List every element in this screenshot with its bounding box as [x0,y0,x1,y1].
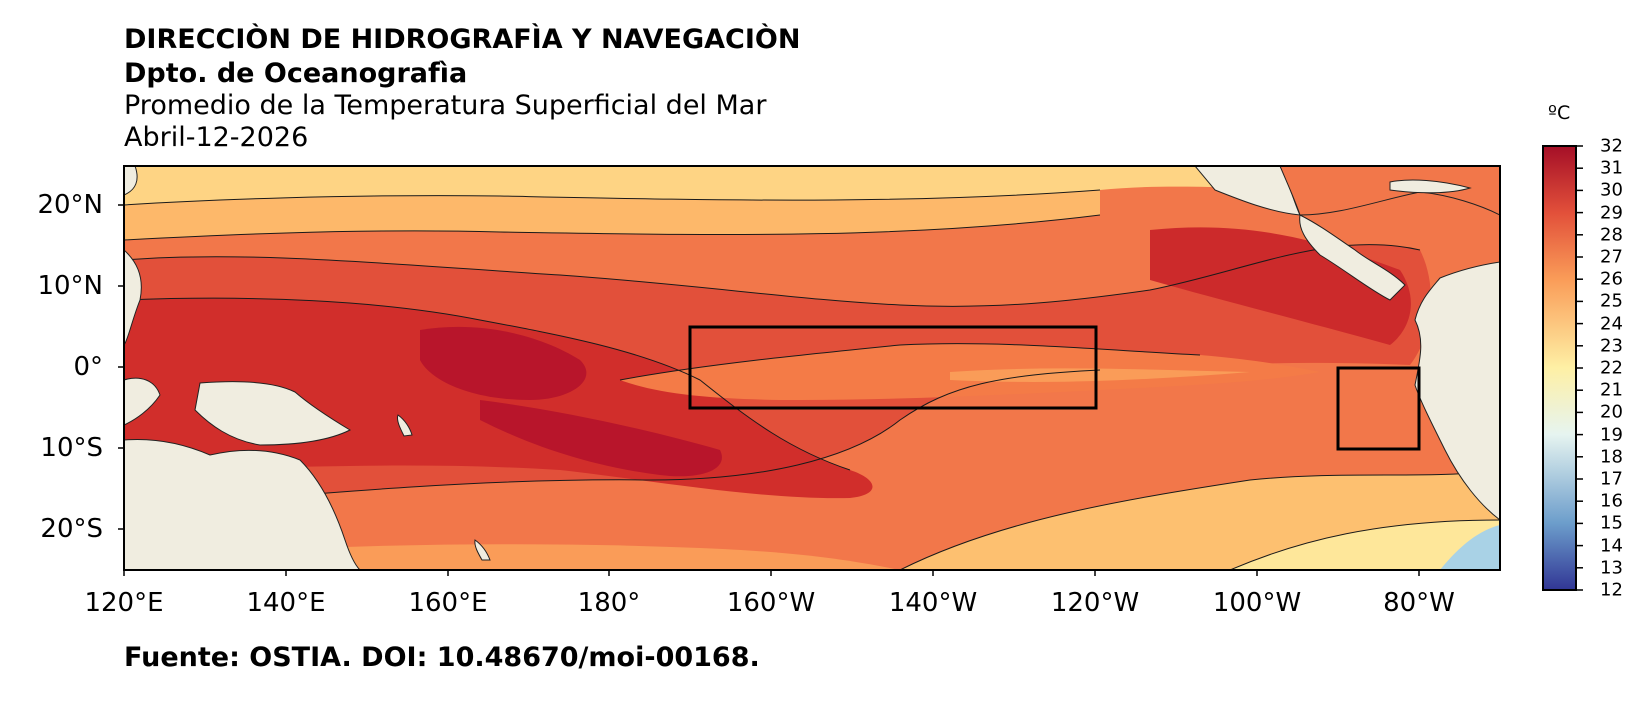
isotherm-26-south [899,469,1500,570]
colorbar-tick-27: 27 [1600,246,1623,268]
isotherm-30 [124,297,851,471]
lat-label-0: 0° [73,352,103,382]
lon-label-160w: 160°W [726,588,816,618]
colorbar-unit: ºC [1548,102,1571,124]
colorbar [1542,145,1583,591]
sst-field [124,166,1500,570]
source-footer: Fuente: OSTIA. DOI: 10.48670/moi-00168. [124,642,760,673]
colorbar-tick-23: 23 [1600,335,1623,357]
colorbar-ramp [1542,145,1577,591]
sst-band-south-23 [1230,520,1500,570]
land-central-america [1299,214,1406,301]
land-new-guinea [194,381,352,446]
land-australia [124,439,361,570]
colorbar-tick-17: 17 [1600,468,1623,490]
map-title: DIRECCIÒN DE HIDROGRAFÌA Y NAVEGACIÒN [124,24,801,55]
department-subtitle: Dpto. de Oceanografìa [124,58,468,89]
lon-label-180: 180° [577,588,641,618]
land-philippines [124,249,142,346]
lat-label-20n: 20°N [37,190,103,220]
colorbar-tick-25: 25 [1600,290,1623,312]
colorbar-tick-22: 22 [1600,357,1623,379]
lon-label-120w: 120°W [1050,588,1140,618]
colorbar-tick-13: 13 [1600,557,1623,579]
colorbar-tick-26: 26 [1600,268,1623,290]
colorbar-tick-29: 29 [1600,202,1623,224]
isotherm-28-south [124,369,1101,511]
nino34-box [688,325,1098,410]
sst-band-south-18 [1440,525,1500,570]
land-cuba [1389,179,1472,194]
lat-label-20s: 20°S [40,514,103,544]
sst-core-31-b [480,400,722,477]
colorbar-tick-14: 14 [1600,535,1623,557]
isotherm-28-equator [619,343,1201,381]
colorbar-tick-16: 16 [1600,490,1623,512]
lon-label-160e: 160°E [408,588,488,618]
lon-label-140e: 140°E [246,588,326,618]
lon-label-120e: 120°E [84,588,164,618]
lon-label-80w: 80°W [1383,588,1455,618]
lon-label-140w: 140°W [888,588,978,618]
colorbar-tick-32: 32 [1600,135,1623,157]
colorbar-tick-19: 19 [1600,424,1623,446]
colorbar-tick-28: 28 [1600,224,1623,246]
nino12-box [1336,366,1421,451]
lon-label-100w: 100°W [1212,588,1302,618]
colorbar-tick-30: 30 [1600,179,1623,201]
land-indonesia-west [124,377,161,426]
sst-core-31-a [420,326,587,400]
colorbar-tick-31: 31 [1600,157,1623,179]
isotherm-26 [124,214,1101,241]
land-solomon-islands [397,414,413,437]
colorbar-tick-24: 24 [1600,313,1623,335]
sst-band-26 [124,190,1100,240]
colorbar-tick-15: 15 [1600,512,1623,534]
colorbar-tick-20: 20 [1600,401,1623,423]
isotherm-28 [124,244,1421,307]
land-masses [124,166,1500,570]
colorbar-tick-18: 18 [1600,446,1623,468]
sst-cold-tongue-core [950,368,1250,383]
map-frame [123,165,1501,571]
colorbar-tick-21: 21 [1600,379,1623,401]
lat-label-10n: 10°N [37,271,103,301]
isotherm-24 [124,189,1101,206]
isotherm-23-south [1229,519,1500,570]
land-new-caledonia [474,539,491,561]
colorbar-tick-12: 12 [1600,579,1623,601]
variable-subtitle: Promedio de la Temperatura Superficial d… [124,90,767,121]
lat-label-10s: 10°S [40,433,103,463]
axis-ticks [118,204,1420,576]
date-label: Abril-12-2026 [124,122,309,153]
isotherm-contours [124,189,1500,570]
